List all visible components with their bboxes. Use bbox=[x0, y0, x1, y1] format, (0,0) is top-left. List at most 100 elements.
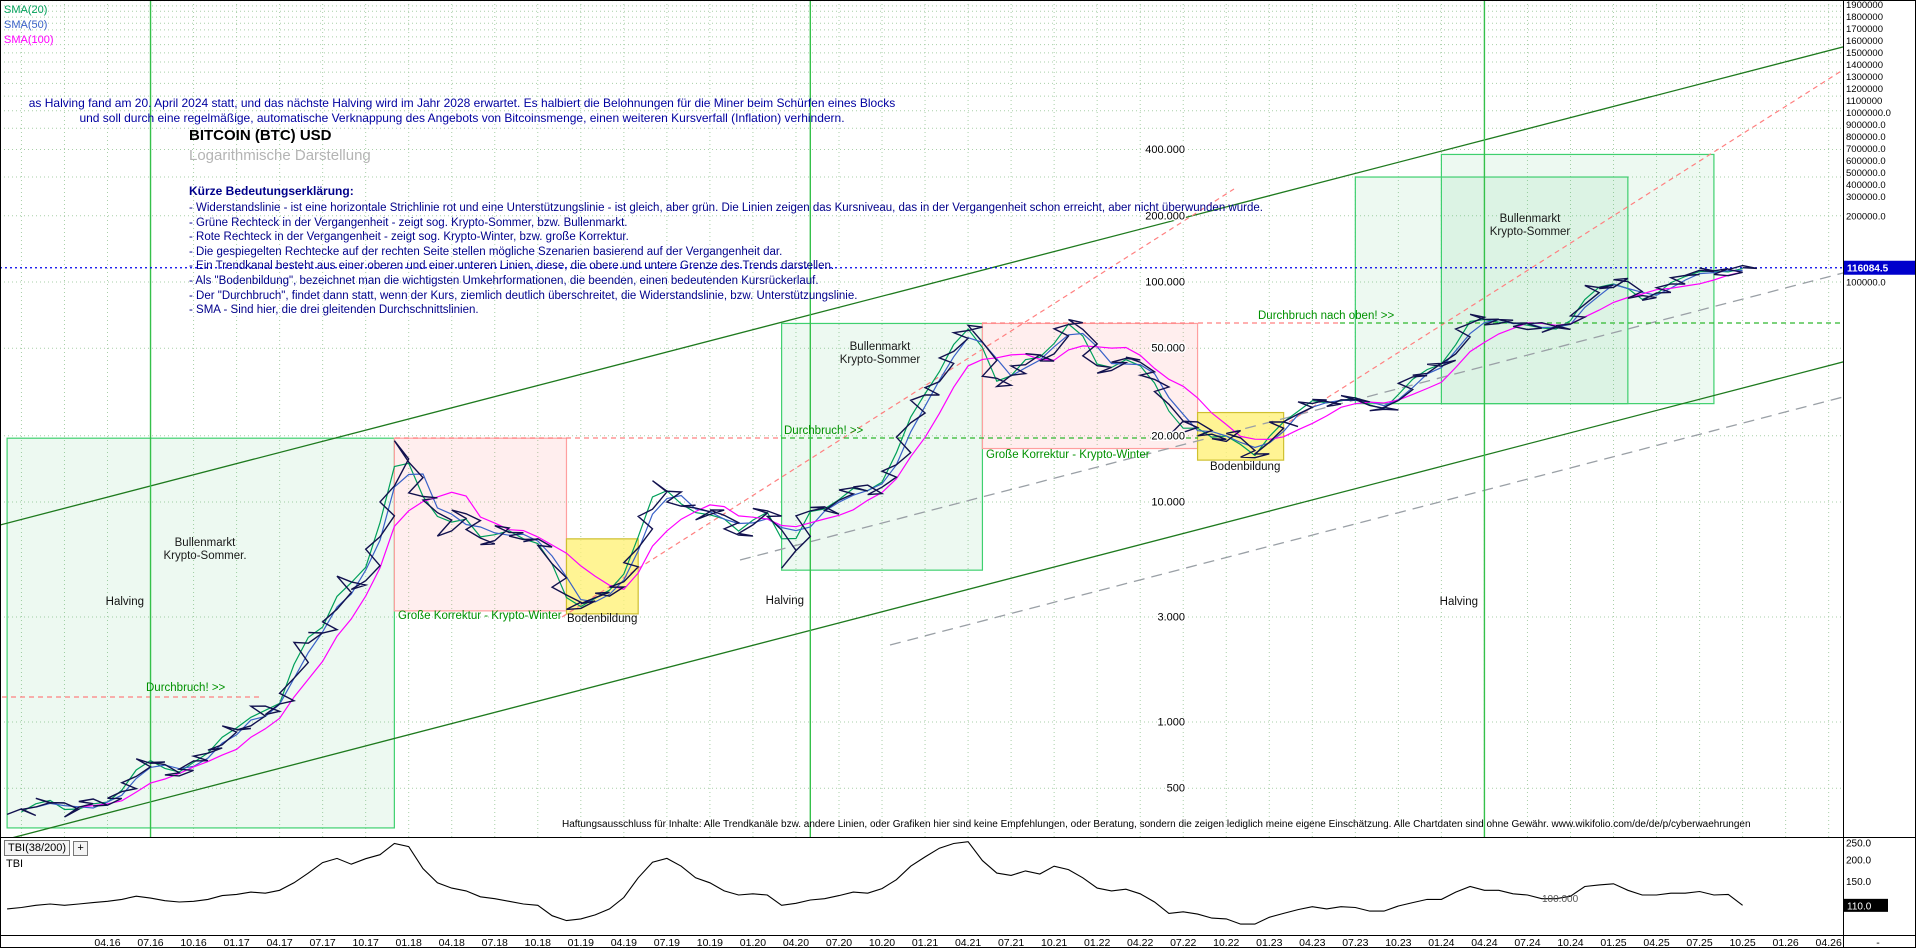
gray-dashed-trend-line bbox=[889, 396, 1843, 646]
chart-annotation-line: Bodenbildung bbox=[1210, 461, 1280, 473]
chart-annotation-line: Durchbruch! >> bbox=[784, 425, 864, 437]
tbi-indicator-label[interactable]: TBI(38/200) bbox=[4, 840, 71, 856]
x-axis-label: 10.19 bbox=[697, 937, 723, 948]
explanation-line: - Als "Bodenbildung", bezeichnet man die… bbox=[189, 274, 819, 287]
price-level-label: 20.000 bbox=[1151, 430, 1185, 442]
x-axis-label: 07.23 bbox=[1342, 937, 1368, 948]
chart-annotation-line: Durchbruch! >> bbox=[146, 682, 226, 694]
chart-annotation-line: Halving bbox=[766, 595, 804, 607]
x-axis-label: 10.17 bbox=[353, 937, 379, 948]
chart-annotation: Durchbruch! >> bbox=[146, 682, 226, 694]
right-axis-label: 300000.0 bbox=[1846, 192, 1886, 203]
x-axis-label: 04.18 bbox=[439, 937, 465, 948]
x-axis-label: 01.26 bbox=[1772, 937, 1798, 948]
explanation-line: - Die gespiegelten Rechtecke auf der rec… bbox=[189, 245, 783, 258]
main-plot-area bbox=[0, 0, 1843, 837]
x-axis-label: 04.26 bbox=[1816, 937, 1842, 948]
price-level-label: 200.000 bbox=[1145, 210, 1185, 222]
chart-annotation-line: Bodenbildung bbox=[567, 613, 637, 625]
x-axis-label: 04.20 bbox=[783, 937, 809, 948]
x-axis-label: 04.16 bbox=[94, 937, 120, 948]
current-price-tag bbox=[1844, 260, 1916, 275]
x-axis-label: 10.23 bbox=[1385, 937, 1411, 948]
right-axis-label: 1100000 bbox=[1846, 96, 1882, 107]
correction-rect bbox=[393, 437, 568, 612]
chart-annotation-line: Durchbruch nach oben! >> bbox=[1258, 310, 1394, 322]
trend-channel-line bbox=[0, 46, 1843, 526]
x-axis-label: 01.19 bbox=[568, 937, 594, 948]
explanation-block: Kürze Bedeutungserklärung: - Widerstands… bbox=[189, 184, 1263, 318]
x-axis-label: 04.24 bbox=[1471, 937, 1497, 948]
right-axis-label: 1400000 bbox=[1846, 60, 1883, 71]
price-level-label: 50.000 bbox=[1151, 343, 1185, 355]
trend-channel-line bbox=[12, 361, 1843, 837]
disclaimer: Haftungsausschluss für Inhalte: Alle Tre… bbox=[562, 819, 1751, 830]
sma50-legend-item[interactable]: SMA(50) bbox=[4, 19, 48, 31]
sma-legend: SMA(20) SMA(50) SMA(100) bbox=[4, 3, 54, 48]
chart-annotation: Halving bbox=[1440, 596, 1478, 608]
x-axis-label: 07.16 bbox=[137, 937, 163, 948]
sma100-legend-item[interactable]: SMA(100) bbox=[4, 34, 54, 46]
explanation-line: - SMA - Sind hier, die drei gleitenden D… bbox=[189, 304, 479, 317]
price-level-label: 10.000 bbox=[1151, 497, 1185, 509]
price-level-label: 3.000 bbox=[1157, 612, 1185, 624]
price-series-line bbox=[6, 264, 1758, 818]
x-axis-label: 01.24 bbox=[1428, 937, 1454, 948]
x-axis-label: 07.22 bbox=[1170, 937, 1196, 948]
right-axis-label: 500000.0 bbox=[1846, 168, 1886, 179]
chart-annotation: Große Korrektur - Krypto-Winter bbox=[986, 449, 1150, 461]
right-axis-label: 1900000 bbox=[1846, 0, 1883, 11]
x-axis-label: 01.21 bbox=[912, 937, 938, 948]
right-axis-label: 900000.0 bbox=[1846, 120, 1886, 131]
x-axis-label: 01.20 bbox=[740, 937, 766, 948]
right-axis-label: 700000.0 bbox=[1846, 144, 1886, 155]
explanation-line: - Der "Durchbruch", findet dann statt, w… bbox=[189, 289, 858, 302]
right-axis-label: 1500000 bbox=[1846, 48, 1883, 59]
halving-note: as Halving fand am 20. April 2024 statt,… bbox=[2, 96, 922, 126]
current-price-tag-label: 116084.5 bbox=[1847, 264, 1889, 275]
x-axis-label: 07.18 bbox=[482, 937, 508, 948]
resistance-line bbox=[1288, 69, 1843, 423]
x-axis-label: 07.21 bbox=[998, 937, 1024, 948]
chart-annotation: Durchbruch nach oben! >> bbox=[1258, 310, 1394, 322]
tbi-value-tag bbox=[1844, 898, 1888, 912]
chart-annotation-line: Bullenmarkt bbox=[850, 341, 912, 353]
x-axis-label: 10.22 bbox=[1213, 937, 1239, 948]
chart-annotation: Bodenbildung bbox=[1210, 461, 1280, 473]
x-axis-label: 04.23 bbox=[1299, 937, 1325, 948]
price-level-label: 1.000 bbox=[1157, 717, 1185, 729]
chart-annotation-line: Halving bbox=[106, 596, 144, 608]
x-axis-label: 04.19 bbox=[611, 937, 637, 948]
sma20-line bbox=[21, 268, 1743, 813]
tbi-add-button[interactable]: + bbox=[73, 840, 89, 856]
x-axis-label: 10.21 bbox=[1041, 937, 1067, 948]
tbi-axis-label: 150.0 bbox=[1846, 877, 1871, 888]
sma20-legend-item[interactable]: SMA(20) bbox=[4, 4, 48, 16]
gray-dashed-trend-line bbox=[739, 272, 1843, 561]
chart-annotation-line: Bullenmarkt bbox=[175, 537, 237, 549]
chart-annotation: Halving bbox=[766, 595, 804, 607]
explanation-line: - Widerstandslinie - ist eine horizontal… bbox=[189, 202, 1263, 214]
tbi-label: TBI bbox=[6, 858, 24, 870]
explanation-line: - Ein Trendkanal besteht aus einer obere… bbox=[189, 260, 835, 273]
x-axis-label: 07.17 bbox=[310, 937, 336, 948]
x-axis-label: 01.25 bbox=[1600, 937, 1626, 948]
tbi-inline-label: 100.000 bbox=[1542, 894, 1579, 905]
explanation-line: - Rote Rechteck in der Vergangenheit - z… bbox=[189, 231, 629, 244]
x-axis-label: 01.18 bbox=[396, 937, 422, 948]
x-axis-label: 04.22 bbox=[1127, 937, 1153, 948]
chart-title: BITCOIN (BTC) USD bbox=[189, 127, 332, 144]
chart-annotation-line: Krypto-Sommer bbox=[1490, 226, 1571, 238]
chart-annotation-line: Bullenmarkt bbox=[1500, 213, 1562, 225]
tbi-controls: TBI(38/200) + bbox=[4, 840, 89, 856]
right-axis-label: 1700000 bbox=[1846, 24, 1883, 35]
explanation-heading: Kürze Bedeutungserklärung: bbox=[189, 184, 354, 198]
x-axis-label: 07.25 bbox=[1686, 937, 1712, 948]
right-axis-label: 100000.0 bbox=[1846, 278, 1886, 289]
x-axis-label: 04.17 bbox=[266, 937, 292, 948]
explanation-line: - Grüne Rechteck in der Vergangenheit - … bbox=[189, 216, 628, 229]
x-axis-label: 10.24 bbox=[1557, 937, 1583, 948]
tbi-axis-label: 250.0 bbox=[1846, 838, 1871, 849]
